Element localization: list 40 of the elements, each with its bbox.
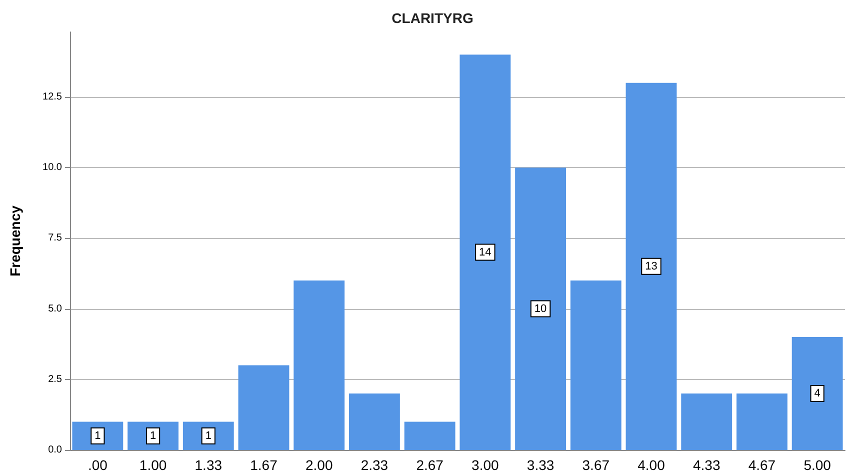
data-label: 10 [534,302,547,315]
bar [681,394,732,450]
bar [736,394,788,450]
y-tick-label: 5.0 [48,303,62,314]
x-tick-label: 4.00 [638,457,666,473]
x-tick-label: 1.67 [250,457,278,473]
chart-title: CLARITYRG [392,10,474,26]
x-tick-label: .00 [88,457,108,473]
x-tick-label: 1.00 [139,457,167,473]
bar [515,168,566,450]
x-tick-label: 3.67 [582,457,610,473]
data-label: 14 [479,246,492,258]
data-label: 1 [205,430,212,442]
x-tick-label: 4.33 [692,457,720,473]
x-tick-label: 2.33 [360,457,388,473]
x-tick-label: 4.67 [748,457,776,473]
bar [238,365,290,450]
bar [460,54,511,450]
y-tick-label: 2.5 [48,374,62,385]
bar [570,280,622,450]
y-tick-label: 12.5 [42,91,62,102]
x-tick-label: 1.33 [194,457,222,473]
data-label: 1 [150,430,156,442]
x-tick-label: 5.00 [804,457,832,473]
bar [404,422,456,450]
y-tick-label: 10.0 [42,162,62,174]
x-tick-label: 2.67 [416,457,444,473]
data-label: 1 [94,430,101,442]
y-tick-label: 7.5 [48,232,62,244]
x-tick-label: 2.00 [305,457,333,473]
y-tick-label: 0.0 [48,444,62,456]
bar [349,394,400,450]
data-label: 4 [814,388,820,400]
x-tick-label: 3.00 [472,457,500,473]
data-label: 13 [645,260,658,272]
bar [626,82,677,450]
bar [792,337,843,450]
y-axis-title: Frequency [7,205,23,276]
bar [294,280,345,450]
x-tick-label: 3.33 [526,457,554,473]
